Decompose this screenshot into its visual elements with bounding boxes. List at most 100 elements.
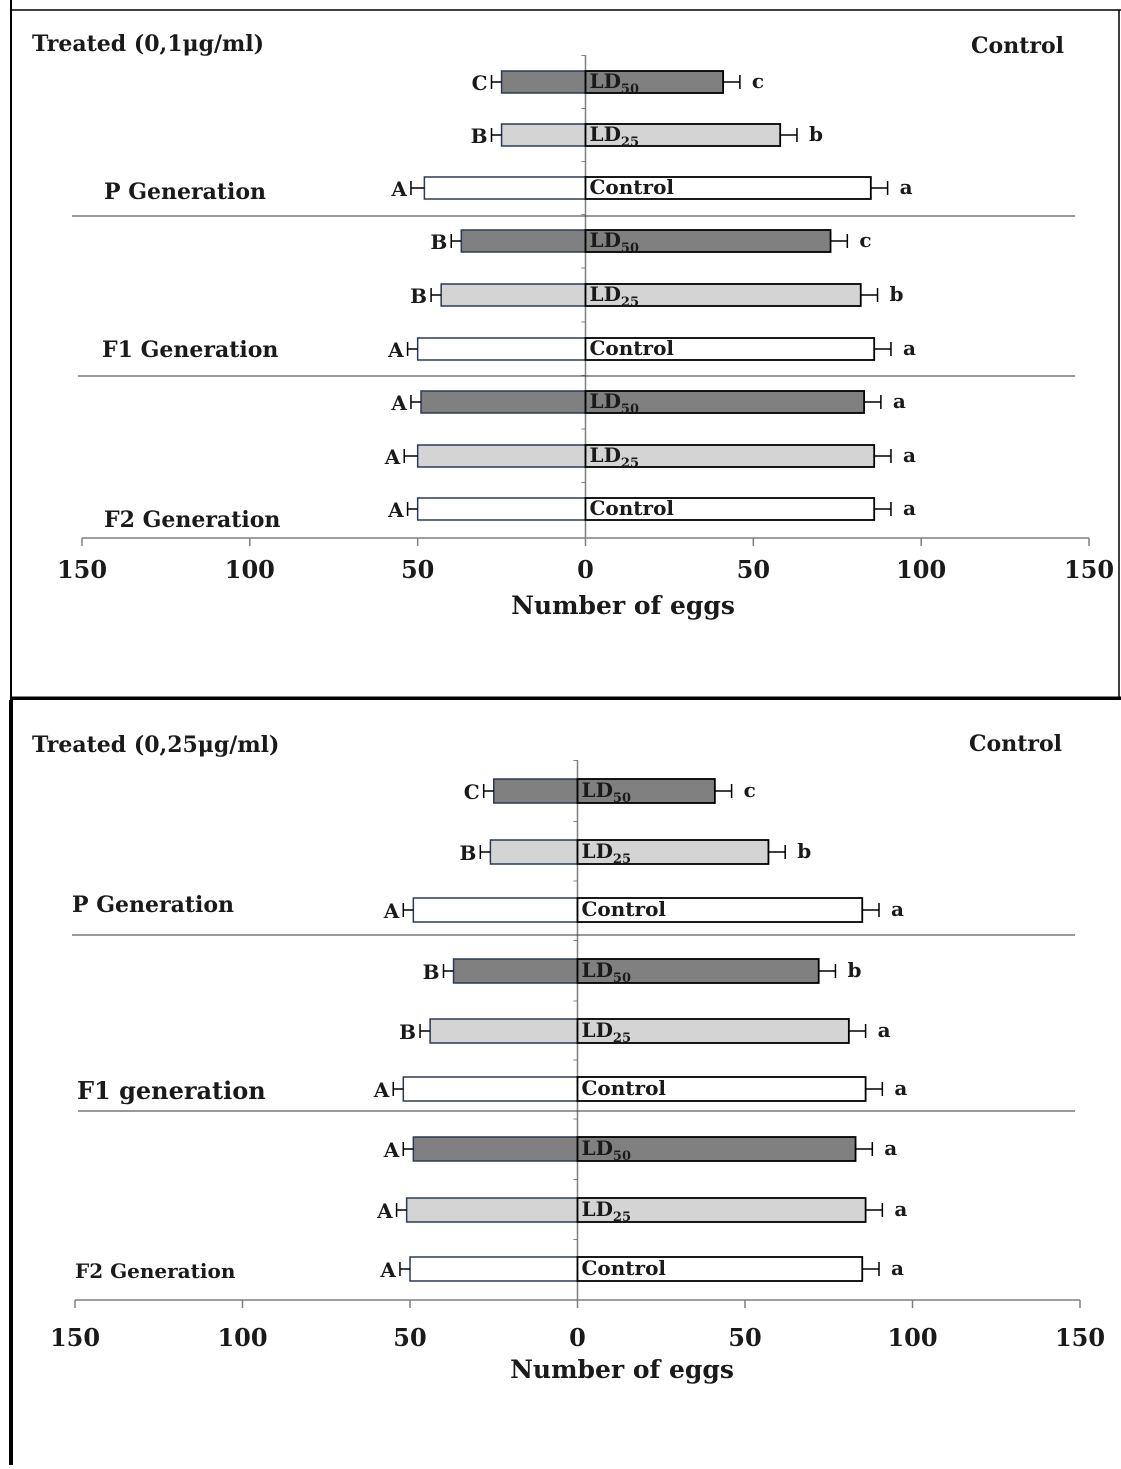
control-significance-letter: a [878,1018,891,1042]
treated-significance-letter: B [459,841,476,865]
control-bar [576,1076,867,1102]
treated-bar [489,839,579,865]
bar-label: Control [590,336,675,360]
control-significance-letter: a [893,389,906,413]
treated-bar [493,778,579,804]
x-axis-label: Number of eggs [511,591,735,620]
group-label: P Generation [72,892,234,918]
treated-significance-letter: A [383,899,400,923]
bar-label: LD25 [582,839,632,867]
treated-bar [500,123,587,147]
x-tick-label: 150 [1064,555,1114,584]
control-significance-letter: b [797,839,811,863]
control-significance-letter: a [903,443,916,467]
treated-bar [412,897,579,923]
bar-label: LD50 [590,228,640,256]
chart-panel-bottom: Treated (0,25μg/ml) Control P Generation F1… [0,700,1121,1465]
control-significance-letter: a [900,175,913,199]
treated-bar [416,337,587,361]
treated-significance-letter: B [471,124,488,148]
x-tick-label: 100 [887,1323,937,1352]
chart-svg-bottom: Treated (0,25μg/ml) Control P Generation F1… [9,700,1105,1465]
treated-bar [405,1197,579,1223]
group-label: F2 Generation [75,1259,236,1283]
bar-label: LD50 [582,958,632,986]
treated-significance-letter: A [373,1078,390,1102]
x-tick-label: 150 [50,1323,100,1352]
x-tick-label: 150 [1055,1323,1105,1352]
control-significance-letter: a [891,1256,904,1280]
treated-significance-letter: A [390,177,407,201]
control-significance-letter: c [752,69,764,93]
treated-significance-letter: A [387,338,404,362]
group-label: F1 Generation [102,337,278,363]
control-significance-letter: a [894,1197,907,1221]
treated-significance-letter: A [376,1199,393,1223]
bar-label: Control [582,1256,667,1280]
treated-bar [412,1136,579,1162]
control-significance-letter: a [884,1136,897,1160]
group-label: F2 Generation [104,507,280,533]
treated-bar [452,958,579,984]
treated-significance-letter: C [472,71,488,95]
treated-bar [460,229,587,253]
bar-label: LD25 [590,282,640,310]
treated-bar [429,1018,579,1044]
right-header: Control [969,731,1062,757]
left-header: Treated (0,1μg/ml) [32,31,264,57]
treated-significance-letter: A [390,391,407,415]
treated-significance-letter: B [399,1020,416,1044]
treated-bar [420,390,587,414]
right-header: Control [971,33,1064,59]
treated-bar [409,1256,579,1282]
left-header: Treated (0,25μg/ml) [32,732,279,758]
x-tick-label: 0 [577,555,594,584]
bar-label: LD50 [582,1136,632,1164]
treated-significance-letter: A [379,1258,396,1282]
treated-significance-letter: A [384,445,401,469]
treated-bar [440,283,587,307]
x-tick-label: 0 [569,1323,586,1352]
treated-bar [500,70,587,94]
control-bar [576,839,770,865]
treated-significance-letter: A [387,498,404,522]
bar-label: LD25 [590,443,640,471]
x-tick-label: 50 [737,555,770,584]
chart-panel-top: Treated (0,1μg/ml) Control P Generation F1 … [0,0,1121,702]
bar-label: Control [590,496,675,520]
treated-significance-letter: B [410,284,427,308]
bar-label: LD25 [582,1018,632,1046]
bar-label: Control [582,897,667,921]
control-significance-letter: a [894,1076,907,1100]
bar-label: LD50 [590,69,640,97]
x-tick-label: 50 [728,1323,761,1352]
control-significance-letter: a [903,336,916,360]
bar-label: LD25 [582,1197,632,1225]
control-significance-letter: b [890,282,904,306]
x-tick-label: 100 [217,1323,267,1352]
x-tick-label: 50 [401,555,434,584]
x-tick-label: 100 [225,555,275,584]
x-axis-label: Number of eggs [510,1355,734,1384]
treated-bar [416,497,587,521]
group-label: P Generation [104,179,266,205]
chart-svg-top: Treated (0,1μg/ml) Control P Generation F1 … [10,0,1121,702]
bar-label: LD50 [582,778,632,806]
treated-significance-letter: C [464,780,480,804]
x-tick-label: 150 [57,555,107,584]
treated-significance-letter: B [430,230,447,254]
control-significance-letter: a [891,897,904,921]
control-significance-letter: c [859,228,871,252]
bar-label: LD50 [590,389,640,417]
treated-bar [402,1076,579,1102]
x-tick-label: 100 [896,555,946,584]
treated-significance-letter: B [423,960,440,984]
treated-bar [423,176,587,200]
control-significance-letter: a [903,496,916,520]
treated-bar [416,444,587,468]
bar-label: Control [582,1076,667,1100]
bar-label: Control [590,175,675,199]
control-bar [576,1018,850,1044]
control-significance-letter: b [809,122,823,146]
x-tick-label: 50 [393,1323,426,1352]
